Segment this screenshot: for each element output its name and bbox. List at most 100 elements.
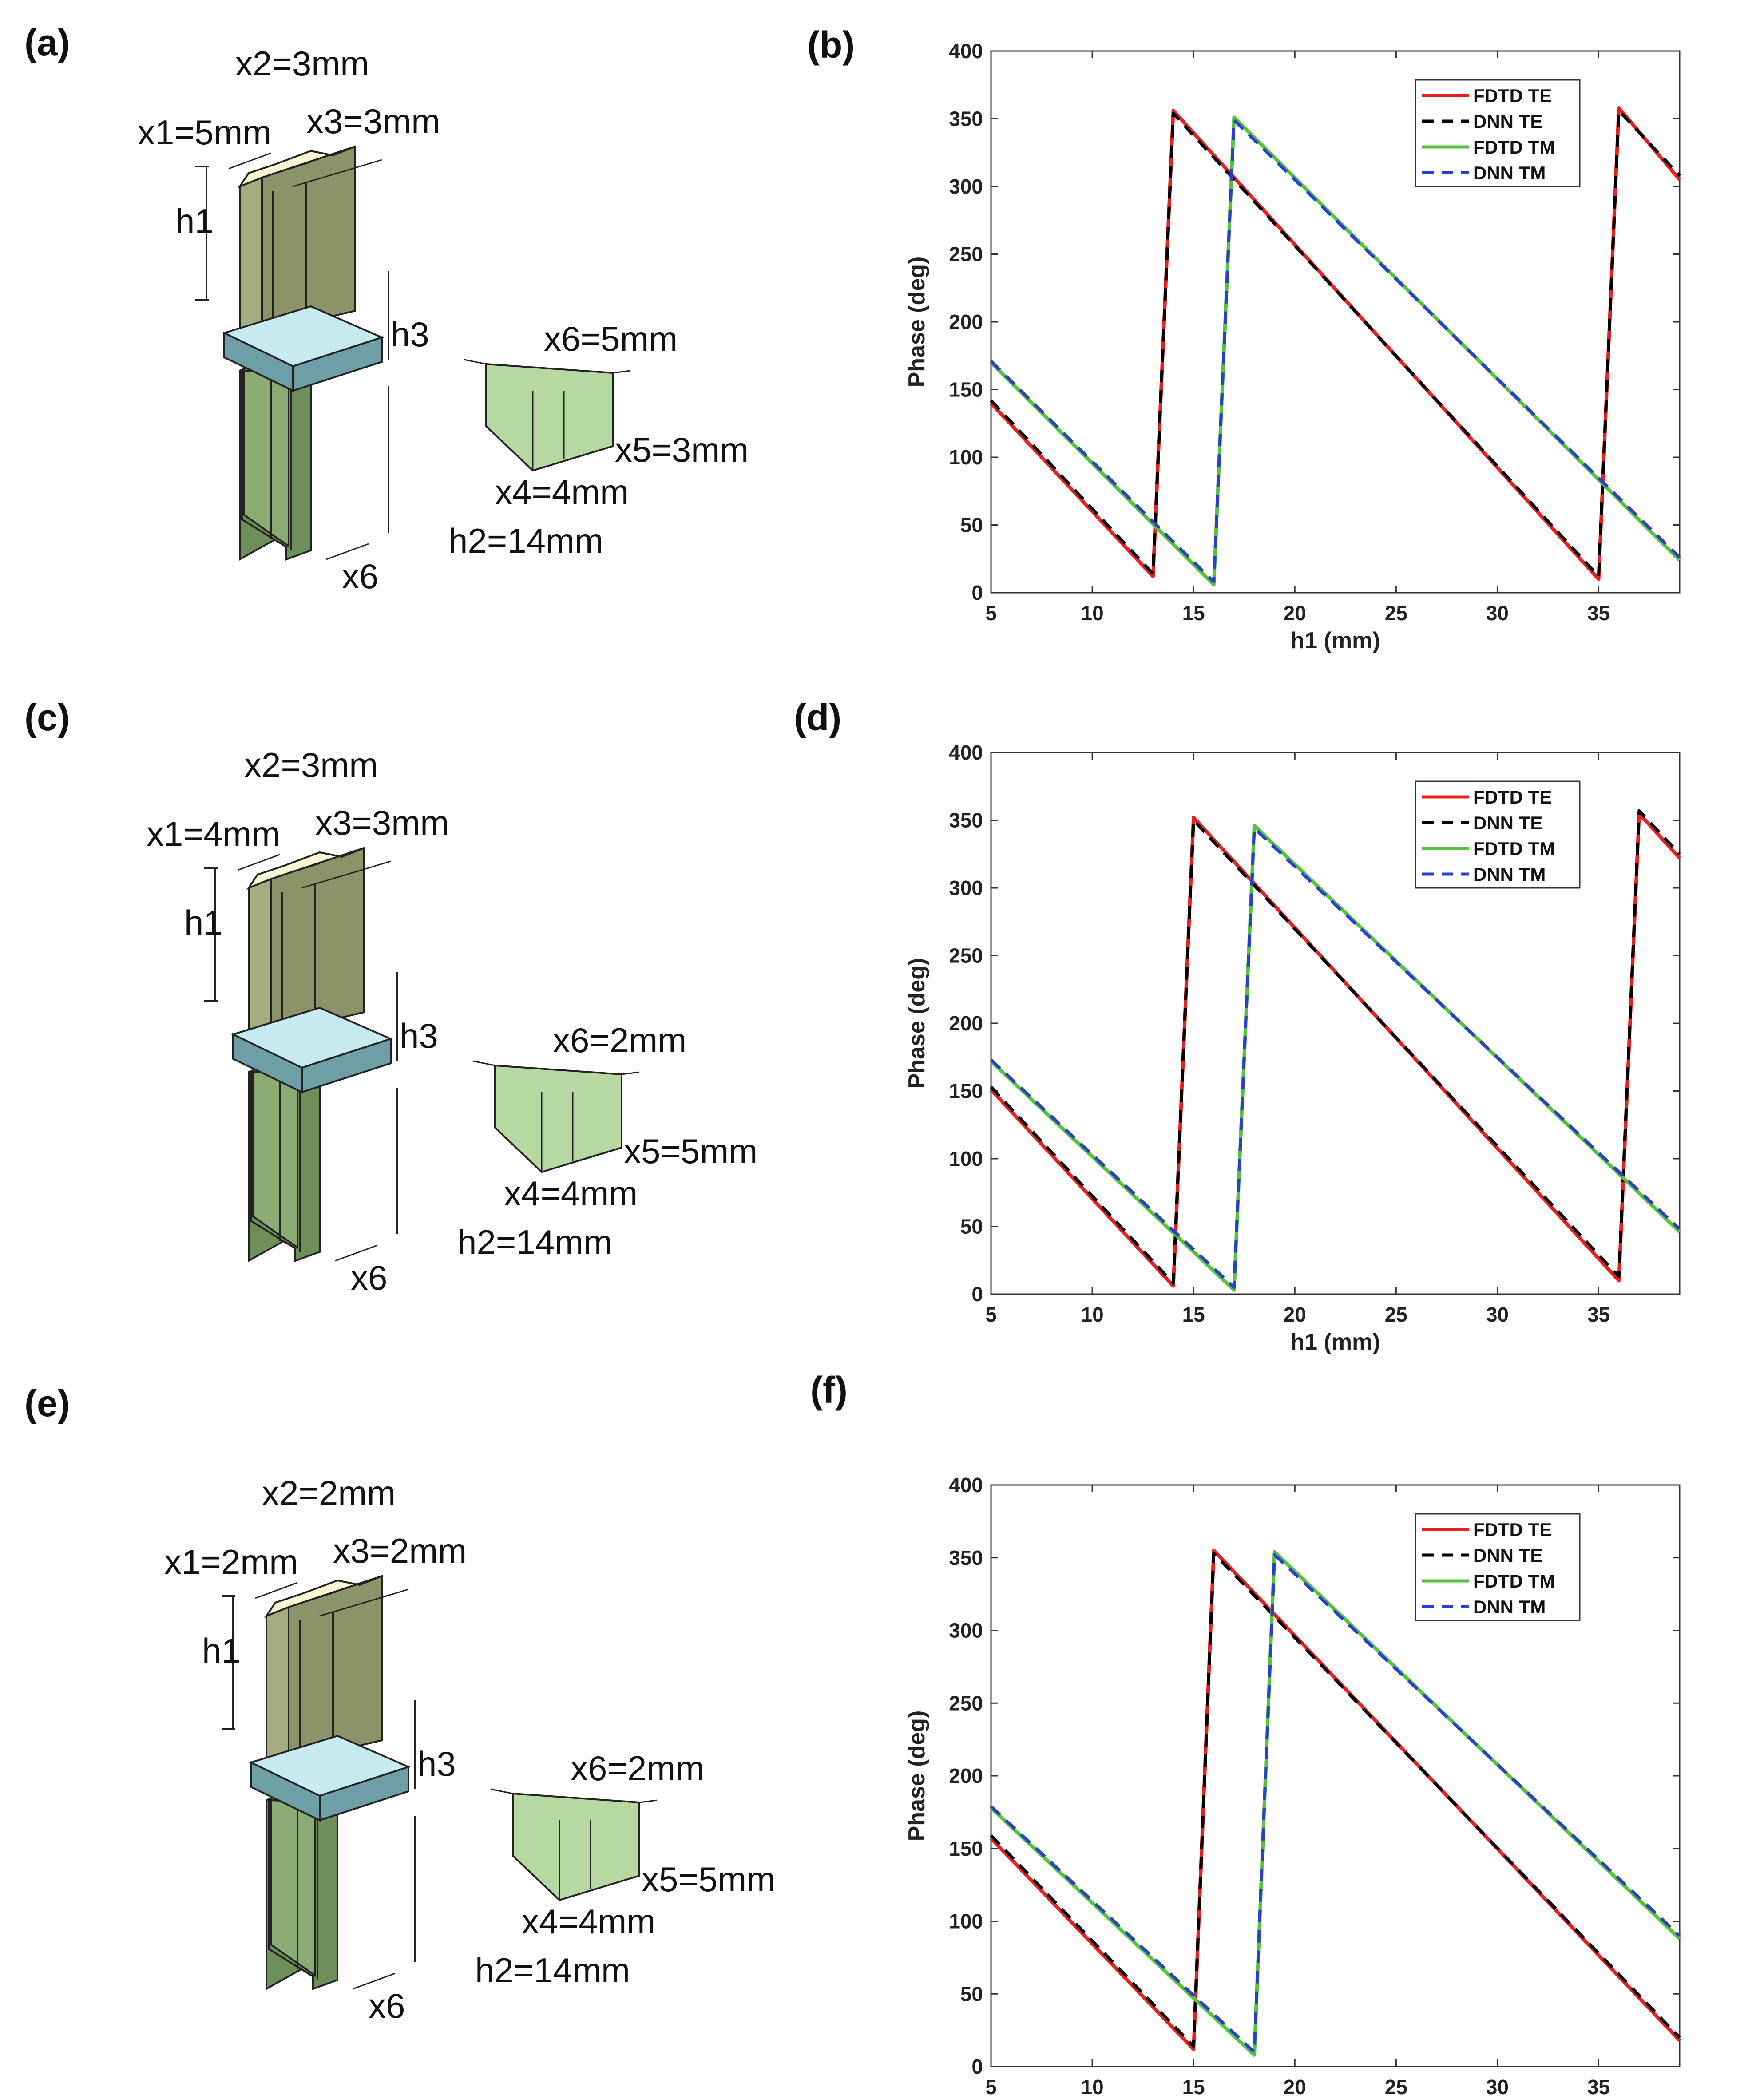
dim-x2: x2=3mm	[244, 745, 378, 784]
phase-charts: 5 10 15 20 25 30 35050100150200250300350400h1 …	[904, 40, 1681, 2099]
x-tick-label: 20	[1284, 602, 1306, 625]
legend-entry: DNN TM	[1473, 1596, 1546, 1617]
panel-label-b: (b)	[807, 24, 855, 66]
chart-2: 5101520253035050100150200250300350400h1 …	[904, 1473, 1681, 2099]
x-axis-label: h1 (mm)	[1290, 1329, 1380, 1355]
dim-x2: x2=3mm	[235, 44, 369, 83]
x-tick-label: 5	[985, 2075, 997, 2099]
upper-pillar-front	[266, 1606, 289, 1773]
series-dnn-tm	[990, 827, 1681, 1289]
x-tick-label: 25	[1385, 1303, 1407, 1326]
dim-h2: h2=14mm	[448, 521, 603, 560]
dim-x3: x3=3mm	[315, 803, 449, 842]
y-tick-label: 250	[949, 1691, 983, 1715]
dim-x5: x5=3mm	[615, 430, 749, 469]
dim-x4: x4=4mm	[522, 1902, 655, 1941]
dim-h2: h2=14mm	[457, 1223, 612, 1262]
y-axis-label: Phase (deg)	[904, 257, 930, 388]
dim-x1: x1=2mm	[164, 1542, 298, 1581]
panel-label-a: (a)	[24, 22, 70, 63]
x-tick-label: 10	[1081, 1303, 1104, 1326]
y-tick-label: 200	[949, 310, 983, 333]
y-axis-label: Phase (deg)	[904, 1711, 930, 1842]
panel-label-e: (e)	[24, 1382, 70, 1424]
detail-inset	[512, 1792, 640, 1901]
x-tick-label: 15	[1182, 602, 1205, 625]
dim-x6-detail: x6=2mm	[571, 1749, 704, 1788]
dim-x5: x5=5mm	[624, 1132, 757, 1171]
y-tick-label: 0	[971, 581, 983, 604]
detail-inset	[494, 1064, 622, 1173]
structure-0: x2=3mm x1=5mm x3=3mm h1 h3 x6=5mm x5=3mmx4=4mm…	[138, 44, 749, 596]
x-tick-label: 10	[1081, 2075, 1104, 2099]
plate-side-face	[301, 1038, 392, 1093]
y-tick-label: 150	[949, 1837, 983, 1860]
x-tick-label: 35	[1587, 1303, 1610, 1326]
series-dnn-tm	[990, 119, 1681, 584]
plate-side-face	[319, 1766, 409, 1822]
dim-h3: h3	[391, 315, 429, 354]
series-dnn-te	[990, 809, 1681, 1285]
lower-pillar-front	[243, 369, 289, 548]
legend-entry: DNN TM	[1473, 162, 1546, 183]
x-axis-label: h1 (mm)	[1290, 628, 1380, 653]
x-tick-label: 15	[1182, 2075, 1205, 2099]
dim-x2: x2=2mm	[262, 1473, 396, 1513]
y-tick-label: 200	[949, 1764, 983, 1787]
legend-box	[1415, 79, 1581, 187]
y-tick-label: 0	[971, 1283, 983, 1306]
chart-1: 5 10 15 20 25 30 35050100150200250300350400h1 …	[904, 741, 1681, 1355]
x-tick-label: 30	[1486, 1303, 1509, 1326]
upper-pillar-side	[261, 145, 356, 334]
series-dnn-te	[990, 1552, 1681, 2048]
legend: FDTD TE DNN TE FDTD TM DNN TM	[1415, 1513, 1581, 1621]
y-tick-label: 150	[949, 378, 983, 401]
x-tick-label: 25	[1385, 602, 1407, 625]
dim-x4: x4=4mm	[504, 1174, 638, 1213]
dim-x6: x6	[342, 557, 378, 596]
legend-entry: DNN TE	[1473, 1545, 1542, 1566]
y-tick-label: 350	[949, 1546, 983, 1569]
panel-label-d: (d)	[794, 697, 841, 738]
dim-x1: x1=4mm	[147, 814, 280, 853]
legend: FDTD TE DNN TE FDTD TM DNN TM	[1415, 79, 1581, 187]
dim-x4: x4=4mm	[495, 472, 629, 511]
panel-label-f: (f)	[810, 1369, 848, 1411]
structure-1: x2=3mm x1=4mm x3=3mm h1 h3 x6=2mm x5=5mmx4=4mm…	[147, 745, 757, 1297]
x-tick-label: 20	[1284, 2075, 1306, 2099]
series-fdtd-tm	[990, 1550, 1681, 2057]
y-tick-label: 50	[960, 1215, 983, 1238]
y-tick-label: 400	[949, 741, 983, 764]
x-tick-label: 35	[1587, 602, 1610, 625]
y-tick-label: 350	[949, 809, 983, 832]
dim-h2: h2=14mm	[475, 1951, 630, 1990]
y-tick-label: 250	[949, 243, 983, 266]
x-tick-label: 5	[985, 1303, 997, 1326]
y-tick-label: 250	[949, 944, 983, 967]
dim-h3: h3	[417, 1744, 456, 1783]
y-tick-label: 150	[949, 1080, 983, 1103]
upper-pillar-side	[288, 1575, 383, 1764]
y-tick-label: 100	[949, 446, 983, 469]
y-tick-label: 0	[971, 2055, 983, 2078]
x-tick-label: 15	[1182, 1303, 1205, 1326]
y-tick-label: 50	[960, 1982, 983, 2005]
legend-entry: FDTD TM	[1473, 1571, 1555, 1592]
dim-x6-detail: x6=2mm	[553, 1021, 686, 1060]
dim-x6-detail: x6=5mm	[544, 319, 678, 358]
panel-label-c: (c)	[24, 697, 70, 738]
x-tick-label: 35	[1587, 2075, 1610, 2099]
legend-entry: DNN TE	[1473, 111, 1542, 132]
lower-pillar-front	[270, 1799, 316, 1977]
y-tick-label: 200	[949, 1012, 983, 1035]
legend: FDTD TE DNN TE FDTD TM DNN TM	[1415, 780, 1581, 889]
x-tick-label: 5	[985, 602, 997, 625]
y-tick-label: 400	[949, 40, 983, 63]
y-tick-label: 100	[949, 1147, 983, 1170]
upper-pillar-front	[248, 878, 272, 1045]
upper-pillar-front	[239, 176, 263, 343]
legend-entry: FDTD TE	[1473, 1519, 1552, 1540]
y-tick-label: 100	[949, 1910, 983, 1933]
legend-entry: FDTD TE	[1473, 787, 1552, 808]
